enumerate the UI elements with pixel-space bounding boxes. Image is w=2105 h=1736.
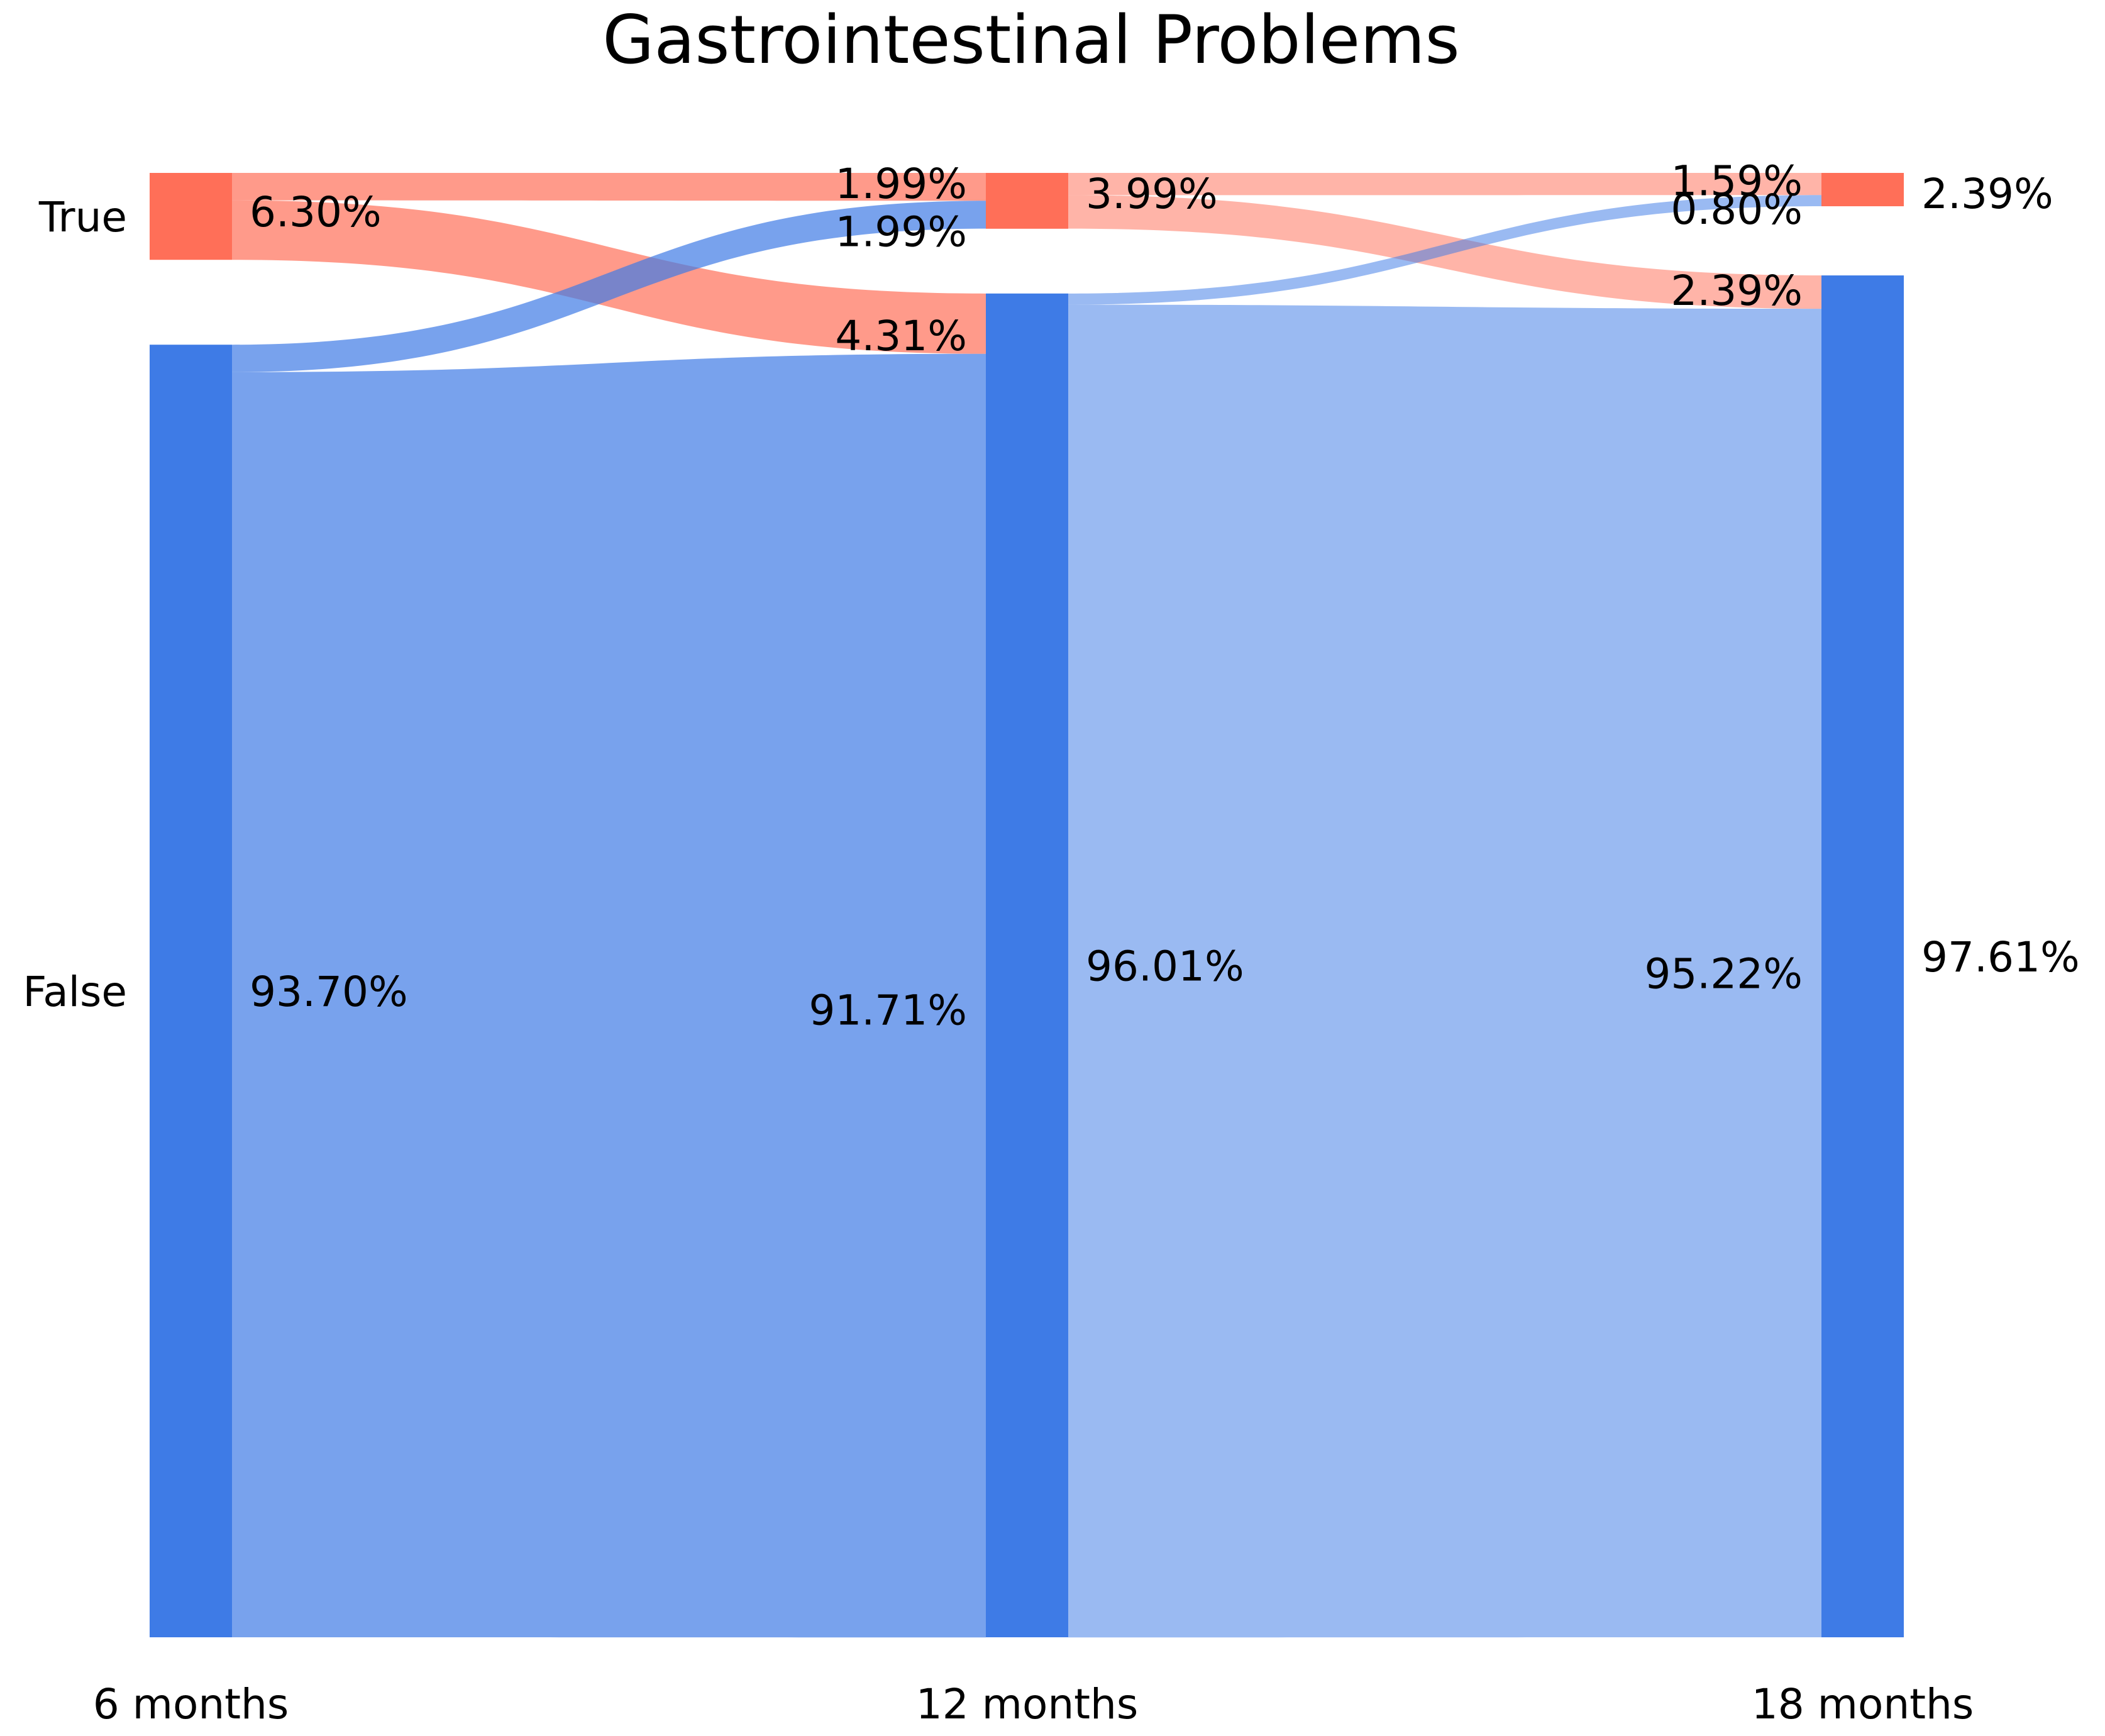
flow-label: 1.99% — [835, 160, 967, 208]
flow-12-months-false-to-false — [1068, 304, 1821, 1638]
flow-6-months-false-to-false — [232, 353, 986, 1638]
flow-6-months-false-to-true — [232, 201, 986, 372]
flow-label: 0.80% — [1671, 185, 1803, 234]
flow-label: 95.22% — [1644, 950, 1803, 998]
node-18-months-true — [1821, 173, 1904, 207]
node-value-label: 93.70% — [250, 968, 408, 1016]
node-value-label: 2.39% — [1921, 170, 2053, 218]
flow-12-months-false-to-true — [1068, 195, 1821, 305]
flow-layer — [232, 173, 1821, 1638]
node-12-months-false — [986, 293, 1068, 1638]
node-value-label: 96.01% — [1086, 942, 1244, 990]
node-12-months-true — [986, 173, 1068, 229]
node-value-label: 97.61% — [1921, 933, 2080, 981]
flow-12-months-true-to-true — [1068, 173, 1821, 196]
flow-label: 91.71% — [809, 986, 967, 1034]
flow-label: 1.59% — [1671, 157, 1803, 206]
flow-label: 2.39% — [1671, 267, 1803, 315]
stage-label-12-months: 12 months — [916, 1680, 1139, 1728]
stage-label-18-months: 18 months — [1752, 1680, 1974, 1728]
stage-label-6-months: 6 months — [93, 1680, 289, 1728]
category-label-false: False — [23, 968, 127, 1016]
flow-label: 4.31% — [835, 312, 967, 360]
flow-6-months-true-to-true — [232, 173, 986, 201]
category-label-true: True — [38, 193, 127, 241]
node-value-label: 3.99% — [1086, 170, 1218, 218]
node-18-months-false — [1821, 275, 1904, 1637]
node-6-months-false — [150, 345, 232, 1638]
node-6-months-true — [150, 173, 232, 260]
chart-title: Gastrointestinal Problems — [602, 1, 1460, 79]
node-layer — [150, 173, 1904, 1638]
flow-label: 1.99% — [835, 208, 967, 257]
node-value-label: 6.30% — [250, 188, 382, 236]
label-layer: 1.99% 4.31% 1.99% 91.71% 1.59% 2.39% 0.80% 95.2… — [23, 157, 2079, 1728]
